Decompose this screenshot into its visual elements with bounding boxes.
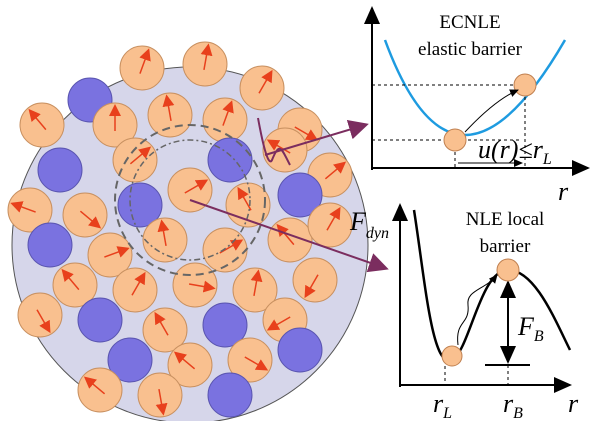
nle-panel: Fdyn NLE local barrier FB rL rB r bbox=[349, 203, 579, 421]
blue-particle bbox=[117, 182, 163, 228]
title: elastic barrier bbox=[418, 39, 523, 60]
x-axis-label: r bbox=[568, 389, 579, 418]
hop-arrow bbox=[464, 89, 519, 133]
velocity-arrow bbox=[154, 311, 169, 336]
x-axis-label: r bbox=[558, 177, 569, 206]
hop-path bbox=[257, 117, 291, 166]
particle bbox=[513, 73, 537, 97]
velocity-arrow bbox=[326, 206, 341, 231]
blue-particle bbox=[207, 372, 253, 418]
velocity-arrow bbox=[36, 309, 51, 334]
x-mark: rB bbox=[503, 389, 523, 421]
link-arrow bbox=[189, 199, 389, 273]
velocity-arrow bbox=[28, 108, 47, 131]
x-mark: rL bbox=[433, 389, 452, 421]
particle bbox=[443, 128, 467, 152]
velocity-arrow bbox=[258, 69, 273, 94]
link-arrow bbox=[264, 120, 369, 156]
velocity-arrow bbox=[222, 100, 234, 126]
title: NLE local bbox=[466, 209, 545, 230]
velocity-arrow bbox=[276, 223, 295, 246]
particles bbox=[7, 41, 353, 418]
velocity-arrow bbox=[157, 219, 170, 247]
velocity-arrow bbox=[162, 94, 175, 122]
hop-arrow bbox=[457, 274, 498, 346]
particle bbox=[441, 345, 463, 367]
nle-curve bbox=[412, 209, 572, 362]
velocity-arrow bbox=[266, 316, 291, 331]
velocity-arrow bbox=[129, 146, 152, 165]
cage-boundary bbox=[114, 124, 266, 276]
blue-particle bbox=[277, 327, 323, 373]
velocity-arrow bbox=[244, 356, 269, 371]
blue-particle bbox=[207, 137, 253, 183]
blue-particle bbox=[107, 337, 153, 383]
blue-particle bbox=[77, 297, 123, 343]
velocity-arrow bbox=[324, 161, 347, 180]
velocity-arrow bbox=[294, 126, 319, 141]
displacement-label: u(r)≤rL bbox=[478, 135, 552, 168]
blue-particle bbox=[202, 302, 248, 348]
velocity-arrow bbox=[237, 186, 252, 211]
elastic-panel: ECNLE elastic barrier u(r)≤rL r bbox=[364, 6, 590, 206]
blue-particle bbox=[27, 222, 73, 268]
velocity-arrow bbox=[10, 201, 36, 213]
velocity-arrow bbox=[155, 388, 168, 416]
velocity-arrow bbox=[184, 179, 209, 194]
velocity-arrow bbox=[266, 139, 291, 154]
velocity-arrow bbox=[304, 274, 319, 299]
velocity-arrow bbox=[61, 268, 80, 291]
blue-particle bbox=[277, 172, 323, 218]
velocity-arrow bbox=[188, 280, 216, 293]
inner-cage bbox=[129, 139, 251, 261]
velocity-arrow bbox=[250, 269, 263, 297]
velocity-arrow bbox=[83, 376, 106, 395]
velocity-arrow bbox=[139, 48, 151, 74]
blue-particle bbox=[37, 147, 83, 193]
title: ECNLE bbox=[439, 12, 500, 33]
barrier-label: FB bbox=[517, 312, 544, 345]
velocity-arrow bbox=[79, 210, 102, 229]
velocity-arrow bbox=[131, 271, 146, 296]
velocity-arrow bbox=[219, 239, 244, 254]
velocity-arrow bbox=[173, 351, 196, 370]
particle bbox=[496, 258, 520, 282]
velocity-arrow bbox=[200, 43, 213, 71]
y-axis-label: Fdyn bbox=[349, 207, 389, 242]
velocity-arrow bbox=[104, 246, 130, 258]
title: barrier bbox=[480, 236, 531, 257]
